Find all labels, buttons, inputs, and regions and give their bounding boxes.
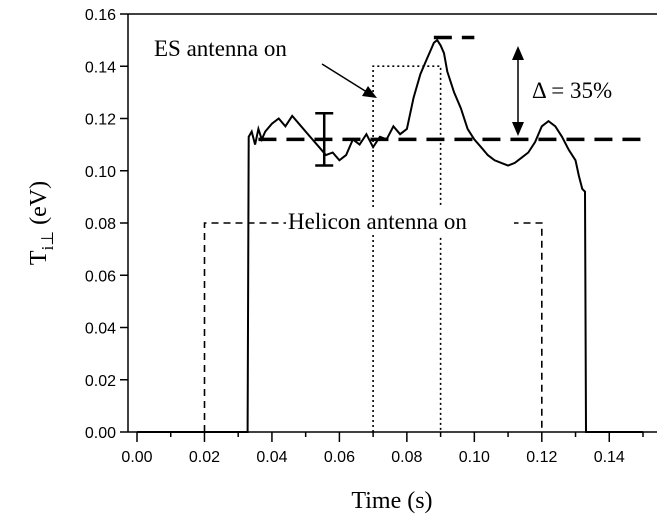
y-axis-label: Ti⊥ (eV)	[26, 181, 57, 265]
x-axis-label: Time (s)	[351, 488, 432, 514]
y-ticks: 0.00 0.02 0.04 0.06 0.08 0.10 0.12 0.14 0.16	[85, 7, 128, 442]
y-tick-label: 0.12	[85, 112, 116, 129]
y-tick-label: 0.08	[85, 216, 116, 233]
y-tick-label: 0.00	[85, 425, 116, 442]
es-antenna-label: ES antenna on	[154, 36, 287, 61]
delta-arrow	[512, 46, 524, 136]
x-tick-label: 0.10	[459, 449, 490, 466]
x-tick-label: 0.12	[526, 449, 557, 466]
x-ticks: 0.00 0.02 0.04 0.06 0.08 0.10 0.12 0.14	[121, 432, 644, 466]
x-tick-label: 0.02	[189, 449, 220, 466]
x-tick-label: 0.00	[121, 449, 152, 466]
y-axis-label-main: T	[26, 250, 52, 265]
reference-lines	[258, 35, 643, 167]
es-pointer-arrow	[321, 63, 377, 98]
helicon-label-bg	[286, 207, 514, 235]
x-tick-label: 0.14	[594, 449, 625, 466]
y-tick-label: 0.04	[85, 321, 116, 338]
y-tick-label: 0.14	[85, 59, 116, 76]
y-tick-label: 0.02	[85, 373, 116, 390]
es-on-window	[372, 65, 442, 432]
y-axis-label-sub: i⊥	[38, 231, 57, 251]
x-tick-label: 0.06	[324, 449, 355, 466]
helicon-antenna-label: Helicon antenna on	[288, 209, 467, 234]
x-tick-label: 0.04	[256, 449, 287, 466]
y-tick-label: 0.06	[85, 268, 116, 285]
x-tick-label: 0.08	[391, 449, 422, 466]
y-tick-label: 0.16	[85, 7, 116, 24]
y-tick-label: 0.10	[85, 164, 116, 181]
delta-label: Δ = 35%	[532, 78, 612, 103]
y-axis-label-rest: (eV)	[26, 181, 52, 231]
